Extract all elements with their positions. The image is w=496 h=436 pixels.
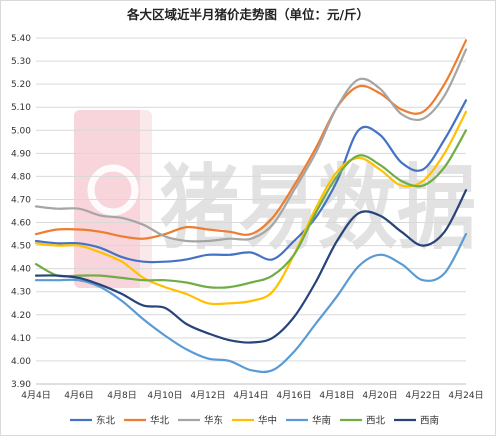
y-tick-label: 4.40: [11, 265, 31, 275]
series-line-5: [34, 233, 468, 374]
y-tick-label: 5.20: [11, 80, 31, 90]
legend-label: 华中: [258, 415, 277, 427]
y-tick-label: 5.30: [11, 57, 31, 67]
series-line-7: [34, 189, 468, 344]
series-line-2: [34, 39, 468, 240]
legend-label: 西南: [420, 415, 439, 427]
y-tick-label: 4.30: [11, 288, 31, 298]
watermark-logo-ring-icon: [87, 164, 139, 216]
legend-label: 华东: [204, 415, 223, 427]
y-axis: 3.90 4.00 4.10 4.20 4.30 4.40 4.50 4.60 4.70 4.80…: [11, 34, 31, 390]
series-line-4: [34, 110, 468, 306]
legend-label: 西北: [366, 416, 386, 427]
x-tick-label: 4月16日: [276, 390, 311, 401]
series-line-3: [34, 48, 468, 243]
y-tick-label: 3.90: [11, 380, 31, 390]
x-tick-label: 4月10日: [147, 390, 182, 401]
x-axis: 4月4日 4月6日 4月8日 4月10日 4月12日 4月14日 4月16日 4月18日 4月2…: [21, 383, 484, 401]
y-tick-label: 4.10: [11, 334, 31, 344]
x-tick-label: 4月20日: [362, 390, 397, 401]
y-tick-label: 4.70: [11, 195, 31, 205]
x-tick-label: 4月24日: [448, 390, 483, 401]
x-tick-label: 4月18日: [319, 390, 354, 401]
legend-label: 东北: [96, 415, 116, 427]
series-line-1: [34, 99, 468, 264]
x-tick-label: 4月6日: [64, 390, 93, 401]
x-tick-label: 4月14日: [233, 390, 268, 401]
legend-label: 华北: [150, 415, 170, 427]
x-tick-label: 4月12日: [190, 390, 225, 401]
chart-title: 各大区域近半月猪价走势图（单位：元/斤）: [126, 7, 369, 22]
y-tick-label: 4.00: [11, 357, 31, 367]
x-tick-label: 4月8日: [107, 390, 136, 401]
y-tick-label: 4.90: [11, 149, 31, 159]
y-tick-label: 4.20: [11, 311, 31, 321]
y-tick-label: 4.50: [11, 242, 31, 252]
y-tick-label: 5.10: [11, 103, 31, 113]
y-tick-label: 5.00: [11, 126, 31, 136]
y-tick-label: 4.80: [11, 172, 31, 182]
legend: 东北 华北 华东 华中 华南 西北 西南: [70, 415, 439, 427]
legend-label: 华南: [312, 415, 331, 427]
x-tick-label: 4月4日: [21, 390, 50, 401]
y-tick-label: 5.40: [11, 34, 31, 44]
y-tick-label: 4.60: [11, 219, 31, 229]
series-line-6: [34, 129, 468, 289]
series-lines: [34, 39, 468, 374]
x-tick-label: 4月22日: [405, 390, 440, 401]
